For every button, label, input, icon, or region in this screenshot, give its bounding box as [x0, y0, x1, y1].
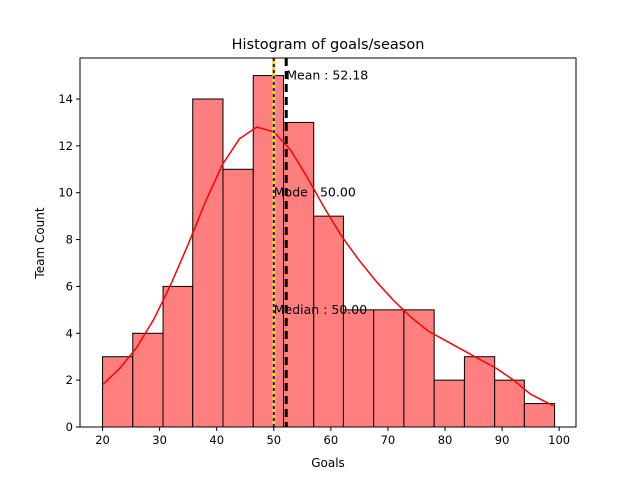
y-tick-label: 2	[66, 373, 73, 387]
histogram-bar-1	[102, 356, 134, 428]
y-tick-label: 4	[66, 326, 73, 340]
plot-frame	[79, 57, 577, 428]
histogram-bar-6	[252, 75, 284, 428]
x-tick-label: 100	[548, 433, 570, 447]
y-tick-label: 8	[66, 233, 73, 247]
histogram-bar-8	[313, 215, 344, 428]
histogram-bar-5	[222, 168, 254, 428]
x-tick-label: 50	[266, 433, 281, 447]
y-tick-label: 14	[58, 92, 73, 106]
histogram-bar-2	[132, 332, 164, 428]
histogram-bar-10	[373, 309, 405, 428]
histogram-bar-7	[282, 121, 315, 428]
bars-layer	[102, 75, 556, 428]
x-tick-label: 90	[495, 433, 510, 447]
x-tick-label: 30	[152, 433, 167, 447]
y-axis: 0 2 4 6 8 10 12 14	[58, 92, 80, 434]
reference-lines-layer: Mean : 52.18 Mode : 50.00 Median : 50.00	[272, 58, 368, 427]
y-tick-label: 6	[66, 279, 73, 293]
histogram-bar-11	[403, 309, 435, 428]
y-axis-label: Team Count	[33, 207, 47, 279]
y-tick-label: 12	[58, 139, 73, 153]
x-tick-label: 20	[95, 433, 110, 447]
x-tick-label: 40	[209, 433, 224, 447]
histogram-bar-12	[433, 379, 465, 428]
median-label: Median : 50.00	[274, 302, 367, 317]
y-tick-label: 0	[66, 420, 73, 434]
histogram-bar-3	[162, 285, 194, 428]
histogram-bar-13	[463, 356, 496, 428]
mode-label: Mode : 50.00	[274, 185, 356, 200]
histogram-bar-4	[192, 98, 224, 428]
x-axis-label: Goals	[311, 456, 345, 470]
chart-title: Histogram of goals/season	[232, 37, 425, 53]
histogram-bar-15	[523, 403, 556, 428]
x-tick-label: 70	[381, 433, 396, 447]
histogram-bar-14	[494, 379, 525, 428]
mean-label: Mean : 52.18	[286, 68, 368, 83]
histogram-bar-9	[342, 309, 375, 428]
kde-layer	[101, 126, 554, 407]
kde-curve	[101, 126, 554, 407]
x-tick-label: 80	[438, 433, 453, 447]
y-tick-label: 10	[58, 186, 73, 200]
x-axis: 20 30 40 50 60 70 80 90 100	[95, 427, 570, 447]
x-tick-label: 60	[324, 433, 339, 447]
